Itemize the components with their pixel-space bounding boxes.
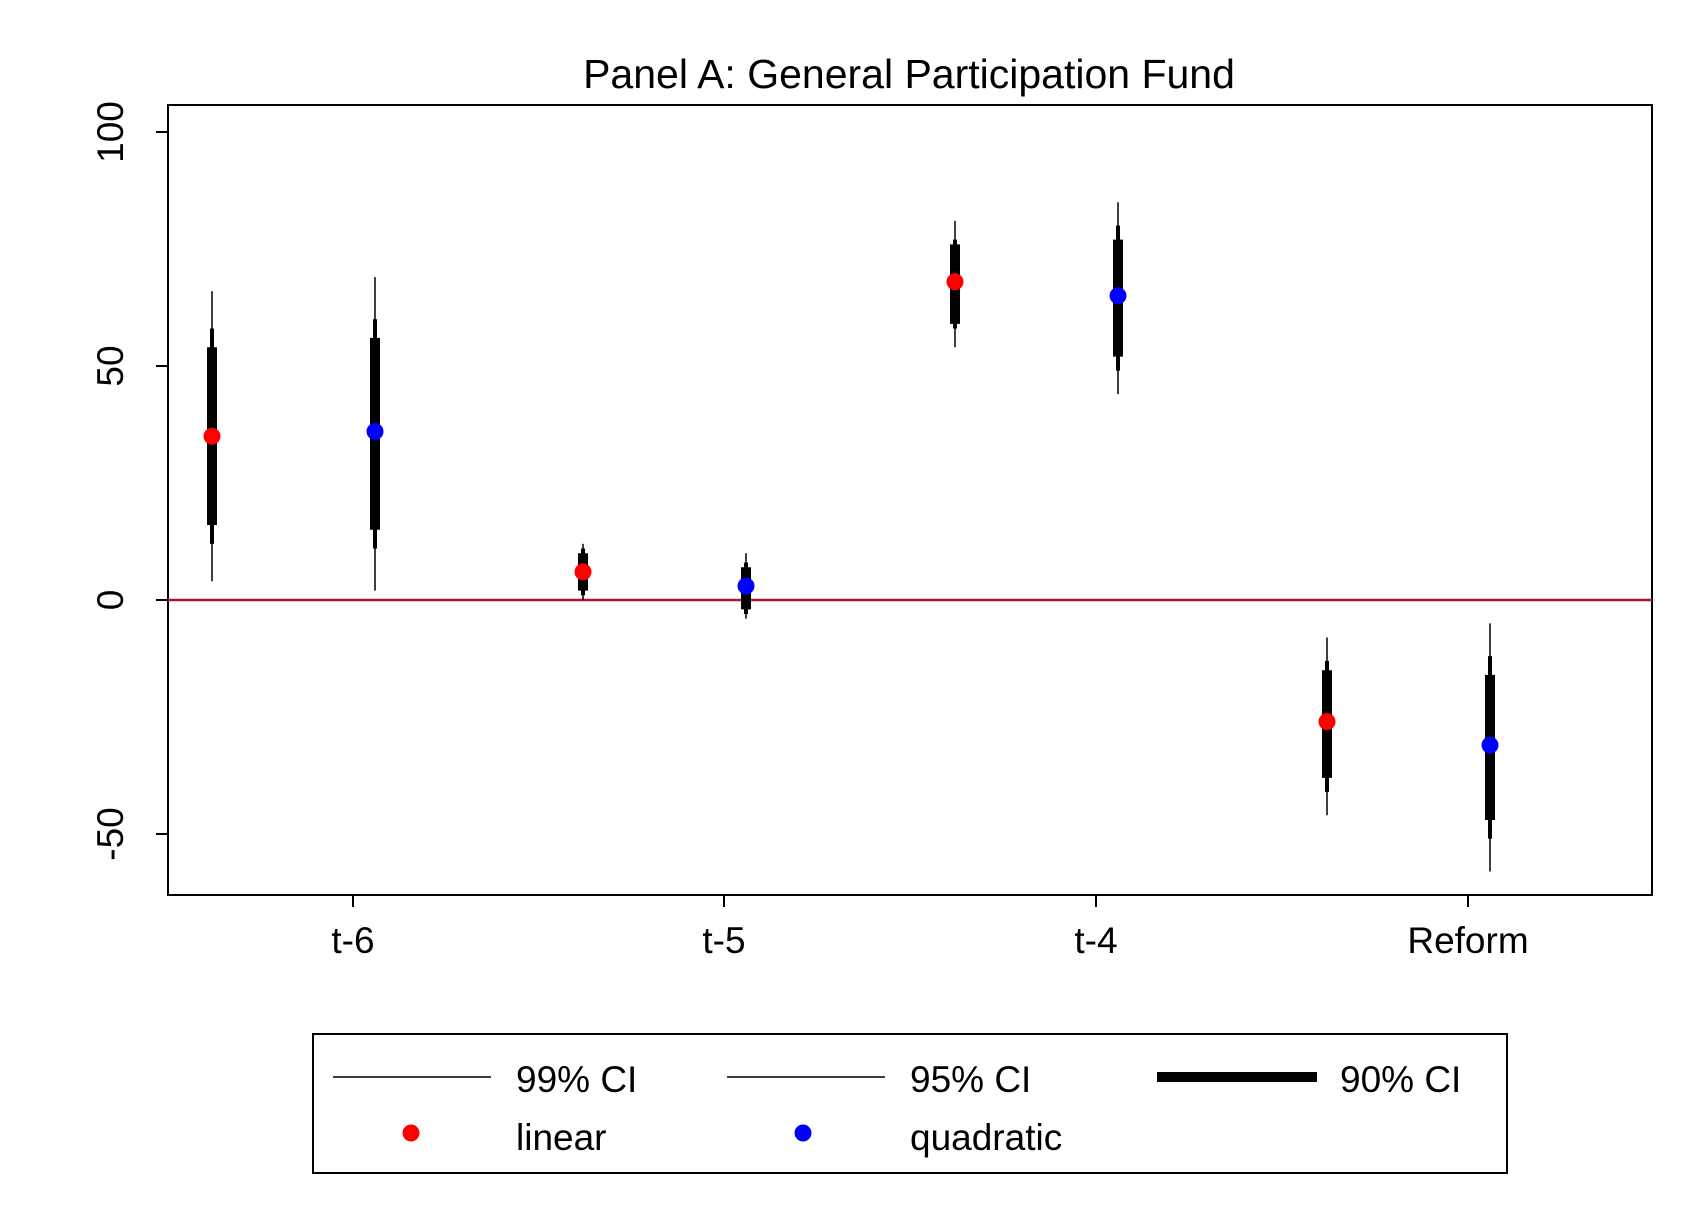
quadratic-t-6-estimate-group bbox=[366, 277, 384, 591]
legend-frame bbox=[312, 1033, 1508, 1174]
legend-ci99-label: 99% CI bbox=[516, 1059, 637, 1100]
x-tick-label: t-4 bbox=[1074, 920, 1117, 961]
x-tick-label: t-5 bbox=[702, 920, 745, 961]
linear-point bbox=[203, 427, 221, 445]
linear-t-4-estimate-group bbox=[946, 220, 964, 348]
quadratic-point bbox=[1481, 736, 1499, 754]
linear-point bbox=[946, 273, 964, 291]
legend-ci90-label: 90% CI bbox=[1340, 1059, 1461, 1100]
x-tick-label: t-6 bbox=[331, 920, 374, 961]
chart-marks bbox=[203, 202, 1499, 872]
y-tick-label: 0 bbox=[90, 590, 131, 611]
chart-title: Panel A: General Participation Fund bbox=[583, 51, 1235, 97]
y-tick-label: 100 bbox=[90, 101, 131, 163]
legend: 99% CI 95% CI 90% CI linear quadratic bbox=[312, 1033, 1508, 1174]
linear-point bbox=[574, 563, 592, 581]
legend-ci95-label: 95% CI bbox=[910, 1059, 1031, 1100]
quadratic-point bbox=[737, 577, 755, 595]
quadratic-point bbox=[1109, 287, 1127, 305]
quadratic-Reform-estimate-group bbox=[1481, 623, 1499, 872]
linear-Reform-estimate-group bbox=[1318, 637, 1336, 816]
linear-t-6-estimate-group bbox=[203, 291, 221, 582]
quadratic-t-5-estimate-group bbox=[737, 553, 755, 619]
legend-quadratic-label: quadratic bbox=[910, 1117, 1062, 1158]
plot-frame bbox=[167, 104, 1653, 896]
y-tick-label: 50 bbox=[90, 345, 131, 386]
quadratic-t-4-estimate-group bbox=[1109, 202, 1127, 395]
y-tick-label: -50 bbox=[90, 807, 131, 860]
legend-linear-marker bbox=[402, 1124, 420, 1142]
x-axis: t-6 t-5 t-4 Reform bbox=[331, 895, 1529, 961]
legend-quadratic-marker bbox=[794, 1124, 812, 1142]
y-axis: 100 50 0 -50 bbox=[90, 101, 168, 861]
quadratic-point bbox=[366, 423, 384, 441]
x-tick-label: Reform bbox=[1407, 920, 1528, 961]
legend-linear-label: linear bbox=[516, 1117, 607, 1158]
linear-point bbox=[1318, 713, 1336, 731]
linear-t-5-estimate-group bbox=[574, 543, 592, 600]
